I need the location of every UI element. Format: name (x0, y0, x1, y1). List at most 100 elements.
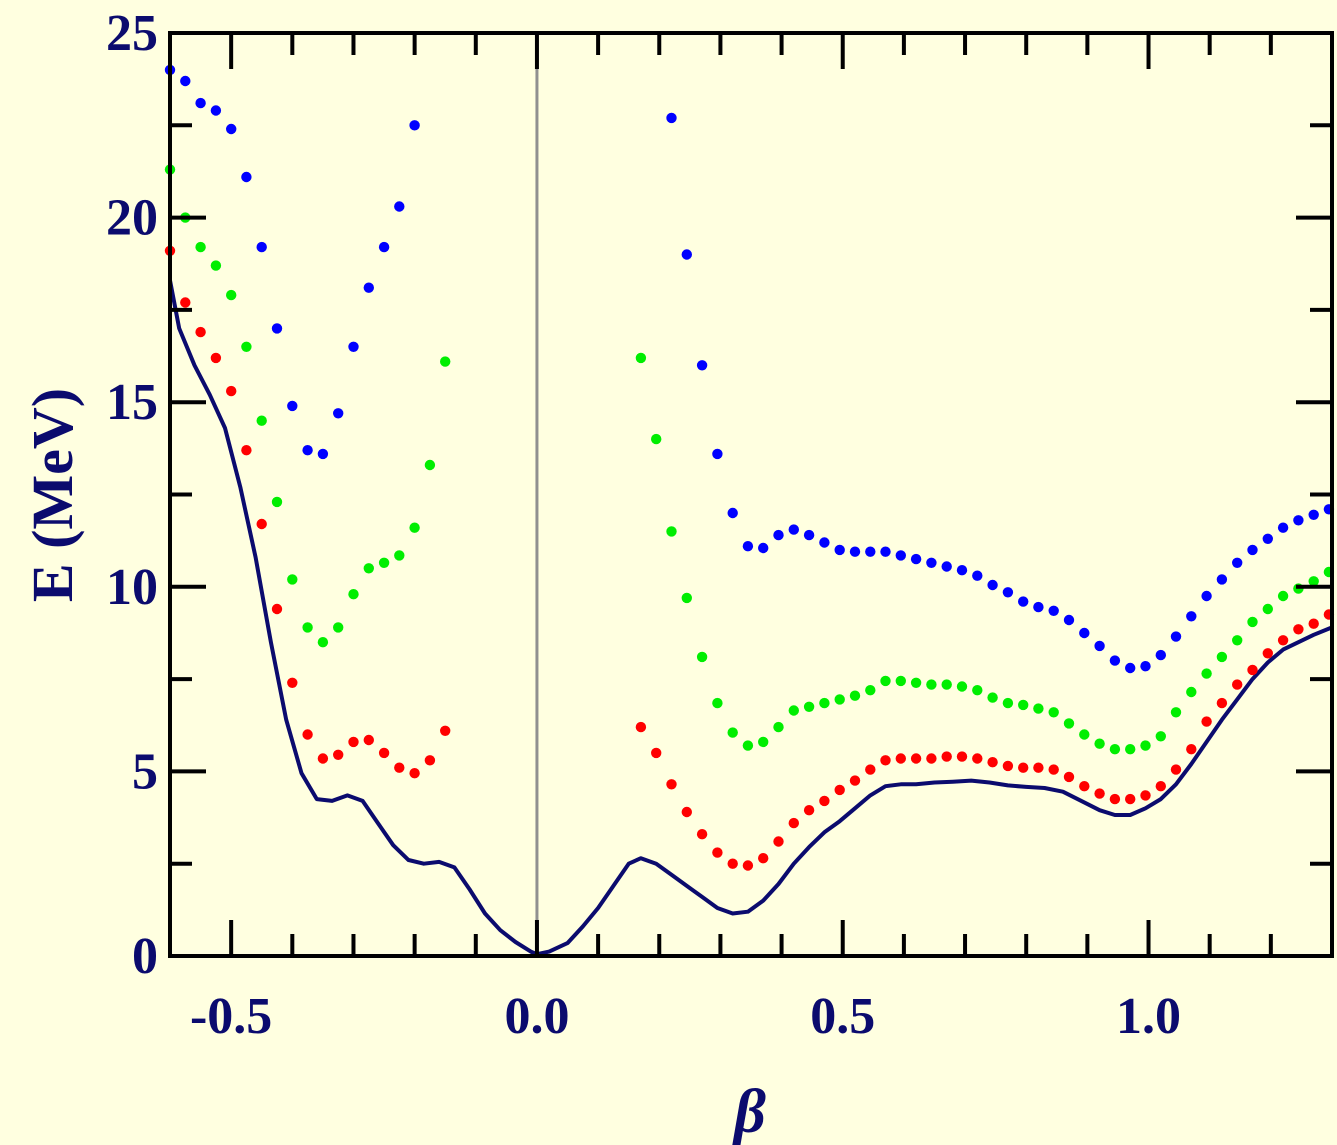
data-point-series-3-20 (712, 448, 723, 460)
data-point-series-1-50 (1109, 793, 1121, 805)
data-point-series-2-54 (1170, 707, 1182, 718)
data-point-series-3-5 (241, 171, 252, 183)
data-point-series-1-12 (348, 736, 359, 748)
data-point-series-1-47 (1063, 771, 1075, 783)
data-point-series-2-51 (1125, 744, 1136, 755)
y-tick-label: 15 (106, 374, 158, 431)
data-point-series-1-2 (195, 326, 206, 338)
data-point-series-2-61 (1277, 590, 1289, 602)
data-point-series-1-61 (1277, 635, 1289, 646)
data-point-series-2-60 (1262, 603, 1274, 615)
data-point-series-1-63 (1308, 618, 1319, 629)
data-point-series-1-26 (742, 860, 754, 871)
data-point-series-3-53 (1216, 574, 1228, 585)
data-point-series-2-5 (241, 341, 252, 352)
data-point-series-2-9 (302, 622, 313, 633)
data-point-series-1-19 (635, 721, 647, 733)
data-point-series-3-55 (1247, 544, 1258, 556)
data-point-series-3-7 (271, 323, 283, 334)
data-point-series-2-55 (1186, 686, 1197, 698)
data-point-series-1-8 (287, 677, 298, 688)
data-point-series-2-48 (1079, 729, 1090, 740)
data-point-series-3-34 (926, 557, 937, 568)
data-point-series-3-33 (910, 553, 922, 565)
data-point-series-2-11 (333, 622, 344, 633)
data-point-series-1-49 (1094, 788, 1105, 799)
data-point-series-2-42 (987, 692, 998, 703)
data-point-series-1-5 (241, 445, 252, 456)
data-point-series-1-28 (773, 836, 784, 847)
data-point-series-3-38 (987, 579, 998, 591)
data-point-series-3-58 (1293, 515, 1304, 526)
data-point-series-1-57 (1216, 697, 1228, 709)
data-point-series-2-63 (1308, 576, 1319, 587)
x-tick-label: 0.0 (504, 988, 569, 1045)
data-point-series-3-6 (256, 241, 267, 253)
data-point-series-1-10 (317, 753, 329, 764)
data-point-series-1-13 (363, 734, 374, 746)
data-point-series-2-33 (849, 690, 861, 701)
data-point-series-3-2 (195, 97, 206, 109)
data-point-series-1-59 (1247, 664, 1258, 676)
data-point-series-1-4 (226, 385, 237, 397)
data-point-series-1-48 (1079, 781, 1090, 792)
data-point-series-3-46 (1109, 655, 1121, 666)
data-point-series-1-31 (819, 795, 830, 807)
data-point-series-3-52 (1201, 590, 1212, 602)
data-point-series-1-18 (440, 725, 451, 736)
data-point-series-2-37 (910, 677, 922, 688)
data-point-series-1-14 (378, 747, 390, 759)
data-point-series-1-24 (712, 847, 723, 858)
data-point-series-3-59 (1308, 509, 1319, 520)
data-point-series-3-50 (1170, 631, 1182, 642)
data-point-series-2-12 (348, 589, 359, 600)
data-point-series-3-42 (1048, 605, 1059, 616)
data-point-series-1-62 (1293, 624, 1304, 635)
data-point-series-1-60 (1262, 648, 1274, 659)
data-point-series-1-37 (910, 753, 922, 764)
plot-elements: -0.5 0.0 0.5 1.0 0 5 10 15 20 25 (106, 5, 1335, 1045)
data-point-series-1-46 (1048, 764, 1059, 775)
data-point-series-1-20 (651, 747, 662, 759)
data-point-series-1-25 (727, 858, 738, 869)
data-point-series-3-49 (1155, 649, 1167, 661)
data-point-series-3-43 (1063, 614, 1075, 626)
data-point-series-1-22 (681, 806, 692, 818)
data-point-series-1-51 (1125, 793, 1136, 805)
data-point-series-1-6 (256, 518, 267, 530)
data-point-series-1-45 (1033, 762, 1044, 773)
data-point-series-2-18 (440, 356, 451, 367)
data-point-series-3-36 (956, 565, 968, 576)
data-point-series-3-13 (363, 282, 374, 293)
data-point-series-2-26 (742, 740, 754, 751)
data-point-series-3-1 (180, 75, 191, 87)
data-point-series-2-8 (287, 574, 298, 585)
x-tick-label: -0.5 (190, 988, 272, 1045)
data-point-series-3-25 (788, 524, 799, 535)
data-point-series-3-51 (1186, 611, 1197, 622)
data-point-series-2-21 (666, 526, 677, 537)
data-point-series-1-36 (895, 753, 906, 764)
data-point-series-3-15 (394, 201, 405, 212)
data-point-series-1-42 (987, 757, 998, 768)
data-point-series-2-17 (424, 459, 436, 471)
data-point-series-1-11 (333, 749, 344, 760)
data-point-series-3-47 (1125, 662, 1136, 674)
y-axis-label: E (MeV) (20, 388, 85, 602)
data-point-series-3-28 (834, 544, 845, 556)
data-point-series-3-40 (1018, 596, 1029, 607)
data-point-series-3-39 (1002, 587, 1014, 598)
data-point-series-1-29 (788, 817, 799, 829)
data-point-series-2-30 (803, 701, 815, 712)
data-point-series-1-44 (1018, 762, 1029, 773)
data-point-series-3-26 (803, 529, 815, 541)
data-point-series-2-46 (1048, 707, 1059, 718)
data-point-series-1-54 (1170, 764, 1182, 775)
data-point-series-1-32 (834, 784, 845, 796)
data-point-series-2-47 (1063, 718, 1075, 729)
data-point-series-3-24 (773, 529, 784, 541)
data-point-series-3-27 (819, 537, 830, 548)
data-point-series-2-4 (226, 289, 237, 301)
data-point-series-2-43 (1002, 697, 1014, 709)
